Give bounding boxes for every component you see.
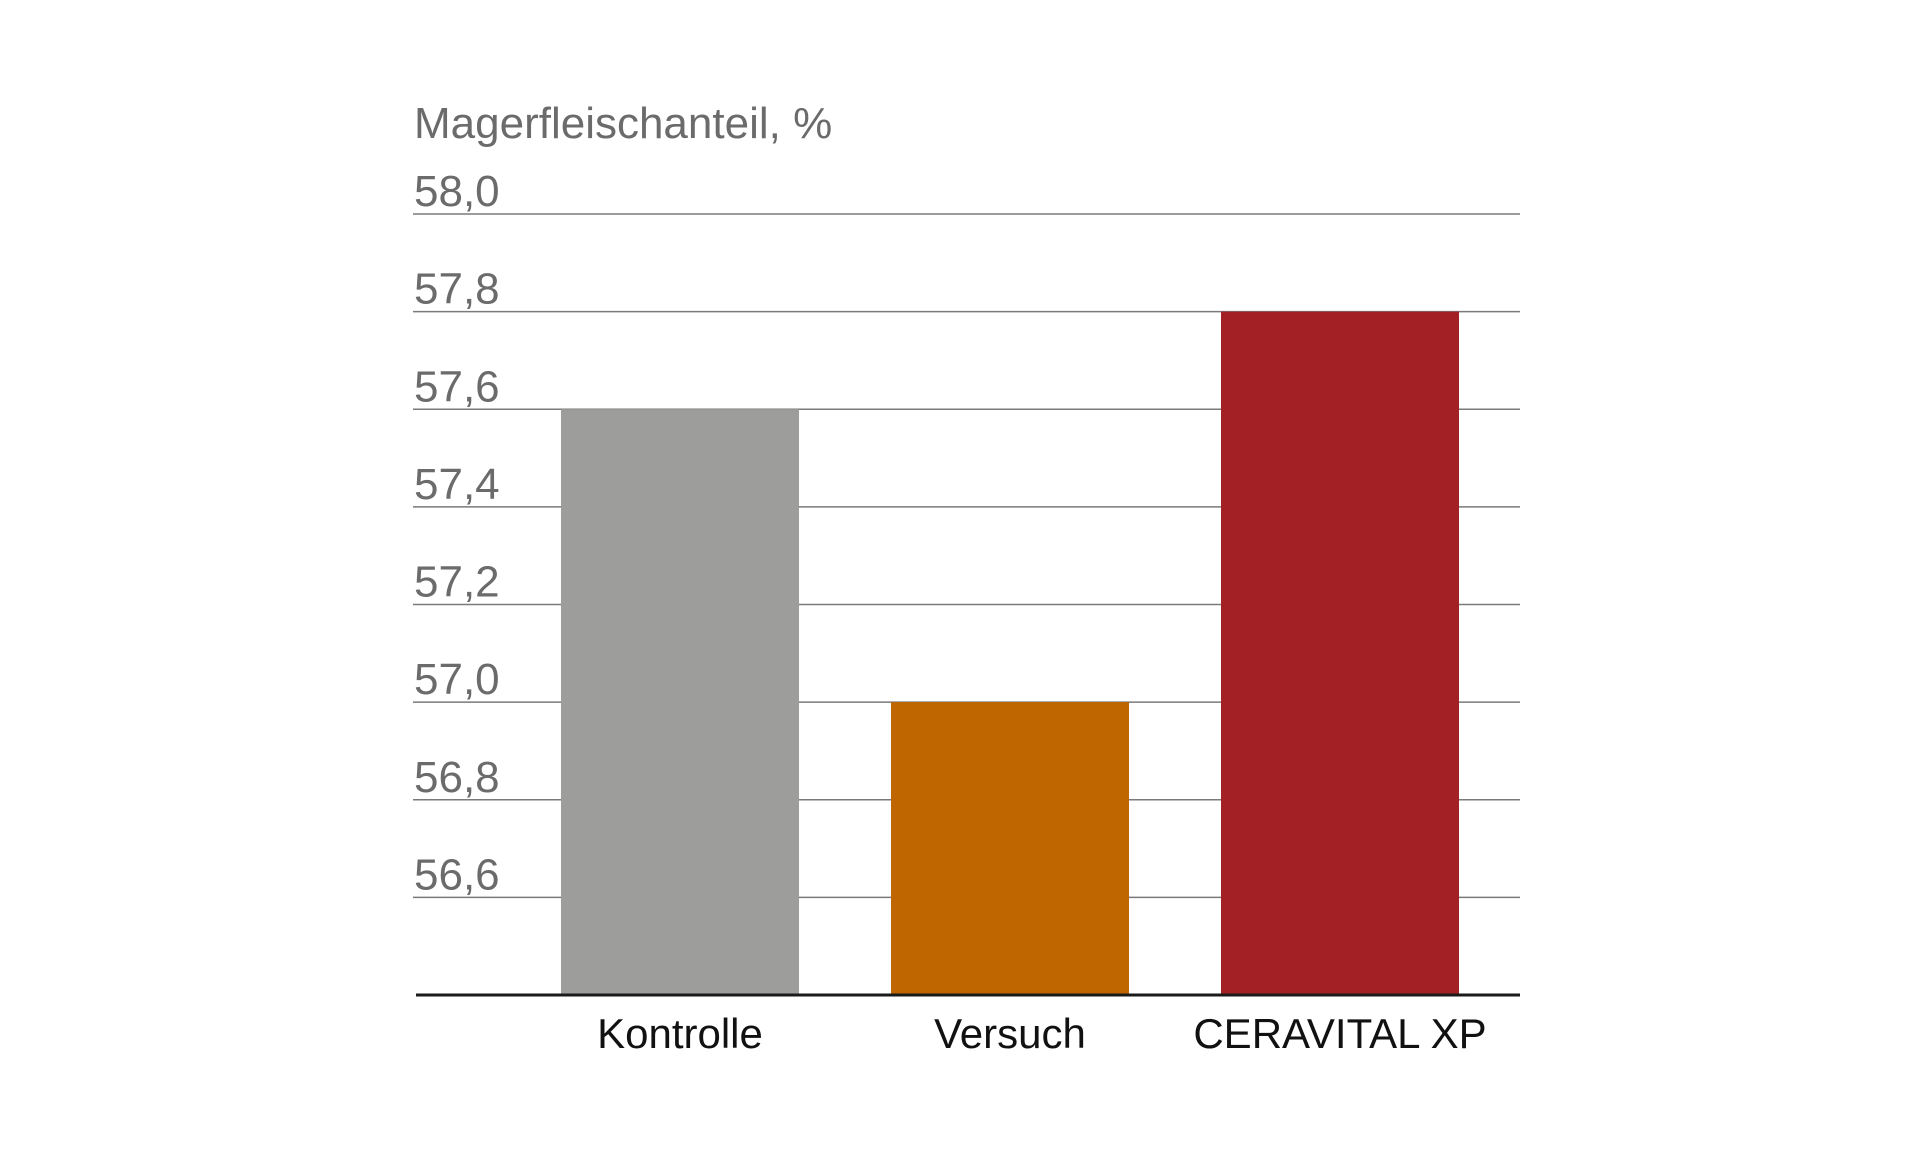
y-tick-label: 57,4 (414, 460, 500, 509)
y-tick-labels: 56,6 56,8 57,0 57,2 57,4 57,6 57,8 58,0 (414, 167, 500, 899)
x-category-label: CERAVITAL XP (1193, 1010, 1486, 1057)
y-tick-label: 56,8 (414, 753, 500, 802)
category-labels: Kontrolle Versuch CERAVITAL XP (597, 1010, 1487, 1057)
bars (561, 311, 1459, 995)
bar-kontrolle (561, 409, 799, 995)
y-tick-label: 57,2 (414, 558, 500, 607)
y-tick-label: 57,6 (414, 362, 500, 411)
y-axis-label: Magerfleischanteil, % (414, 99, 832, 148)
y-tick-label: 58,0 (414, 167, 500, 216)
x-category-label: Kontrolle (597, 1010, 763, 1057)
y-tick-label: 57,8 (414, 265, 500, 314)
y-tick-label: 57,0 (414, 655, 500, 704)
y-tick-label: 56,6 (414, 850, 500, 899)
x-category-label: Versuch (934, 1010, 1086, 1057)
bar-ceravital-xp (1221, 311, 1459, 995)
bar-versuch (891, 702, 1129, 995)
